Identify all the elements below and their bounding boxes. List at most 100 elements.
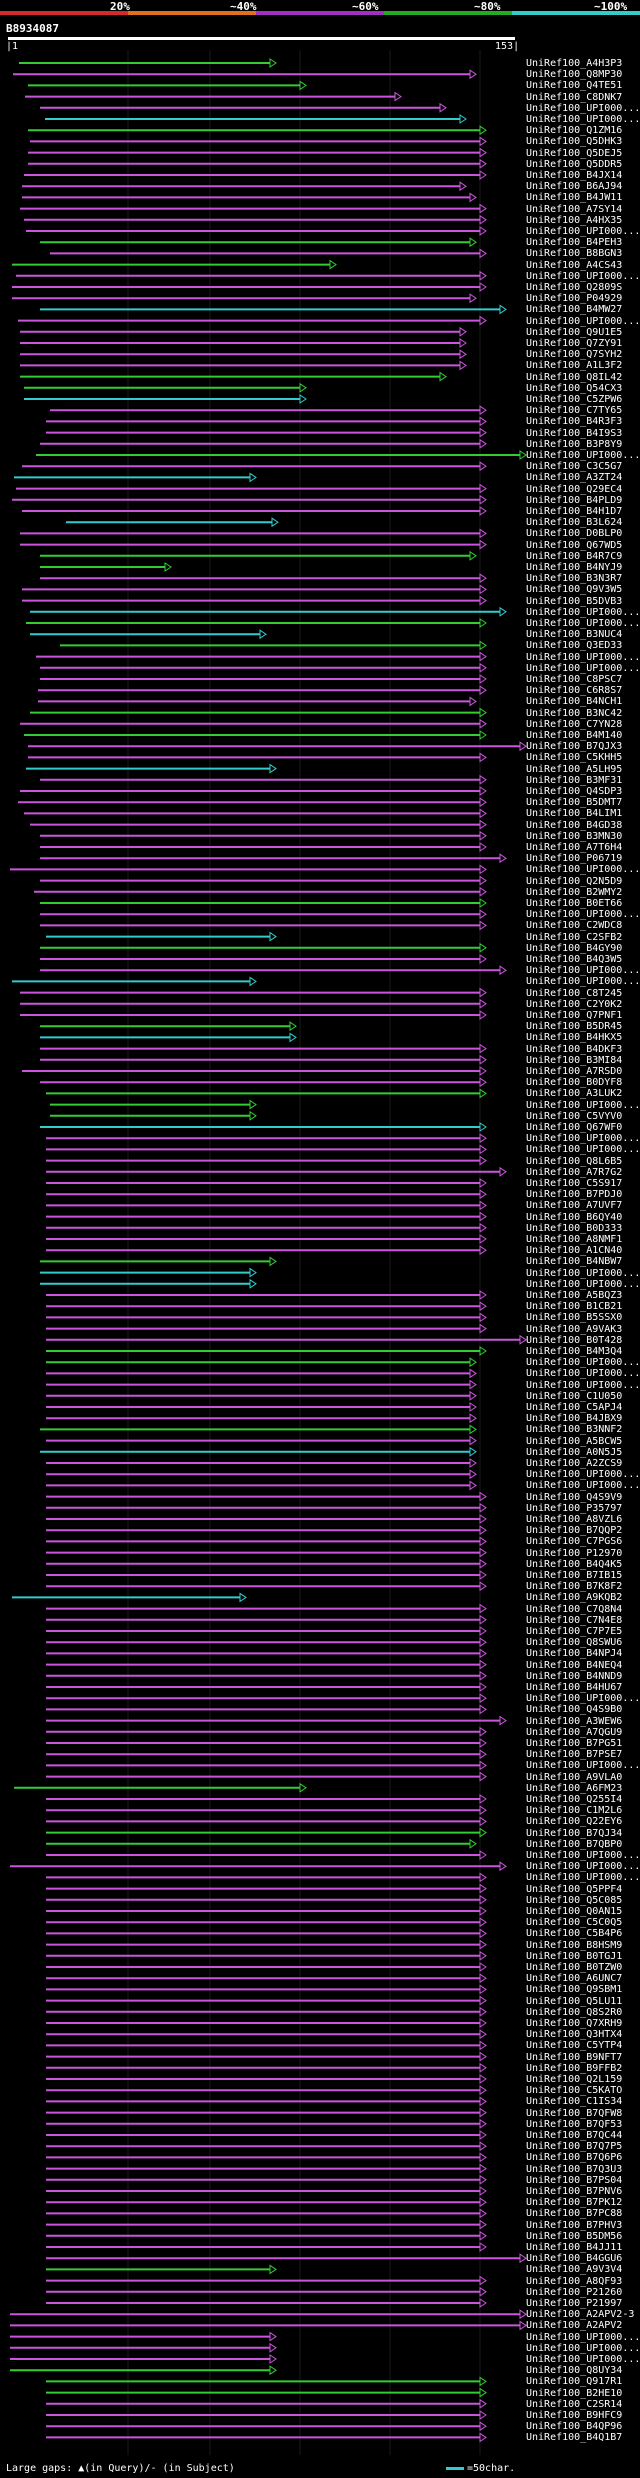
hit-label[interactable]: UniRef100_C2WDC8 (526, 920, 623, 932)
hit-label[interactable]: UniRef100_B4M3Q4 (526, 1346, 623, 1357)
hit-label[interactable]: UniRef100_UPI000... (526, 1861, 640, 1873)
hit-label[interactable]: UniRef100_B7PK12 (526, 2197, 623, 2209)
hit-label[interactable]: UniRef100_P21997 (526, 2298, 623, 2309)
hit-label[interactable]: UniRef100_A8QF93 (526, 2275, 623, 2287)
hit-label[interactable]: UniRef100_A9V3V4 (526, 2264, 623, 2276)
hit-label[interactable]: UniRef100_UPI000... (526, 2354, 640, 2365)
hit-label[interactable]: UniRef100_UPI000... (526, 1368, 640, 1380)
hit-label[interactable]: UniRef100_C8DNK7 (526, 91, 623, 103)
hit-label[interactable]: UniRef100_B3P8Y9 (526, 438, 623, 450)
hit-label[interactable]: UniRef100_Q3HTX4 (526, 2029, 623, 2041)
hit-label[interactable]: UniRef100_B4JW11 (526, 192, 623, 204)
hit-label[interactable]: UniRef100_B4MW27 (526, 304, 623, 316)
hit-label[interactable]: UniRef100_UPI000... (526, 1693, 640, 1705)
hit-label[interactable]: UniRef100_UPI000... (526, 1144, 640, 1156)
hit-label[interactable]: UniRef100_B7Q7P5 (526, 2141, 623, 2153)
hit-label[interactable]: UniRef100_B7PDJ0 (526, 1189, 623, 1201)
hit-label[interactable]: UniRef100_B0D333 (526, 1222, 623, 1234)
hit-label[interactable]: UniRef100_A3WEW6 (526, 1715, 623, 1727)
hit-label[interactable]: UniRef100_B4NYJ9 (526, 562, 623, 573)
hit-label[interactable]: UniRef100_B3MI84 (526, 1054, 623, 1066)
hit-label[interactable]: UniRef100_B7QFW8 (526, 2107, 623, 2119)
hit-label[interactable]: UniRef100_UPI000... (526, 1760, 640, 1772)
hit-label[interactable]: UniRef100_Q9U1E5 (526, 326, 623, 338)
hit-label[interactable]: UniRef100_B4NND9 (526, 1670, 623, 1682)
hit-label[interactable]: UniRef100_UPI000... (526, 315, 640, 327)
hit-label[interactable]: UniRef100_Q5DDR5 (526, 158, 623, 170)
hit-label[interactable]: UniRef100_A5BCW5 (526, 1435, 623, 1447)
hit-label[interactable]: UniRef100_C5C0Q5 (526, 1917, 623, 1929)
hit-label[interactable]: UniRef100_B7IB15 (526, 1570, 623, 1581)
hit-label[interactable]: UniRef100_B0TGJ1 (526, 1950, 623, 1962)
hit-label[interactable]: UniRef100_P04929 (526, 293, 623, 305)
hit-label[interactable]: UniRef100_UPI000... (526, 1099, 640, 1111)
hit-label[interactable]: UniRef100_P06719 (526, 853, 623, 865)
hit-label[interactable]: UniRef100_Q5PPF4 (526, 1883, 623, 1895)
hit-label[interactable]: UniRef100_Q7ZY91 (526, 338, 623, 349)
hit-label[interactable]: UniRef100_A1L3F2 (526, 360, 623, 372)
hit-label[interactable]: UniRef100_A7R7G2 (526, 1166, 623, 1178)
hit-label[interactable]: UniRef100_UPI000... (526, 2342, 640, 2354)
hit-label[interactable]: UniRef100_C7Q8N4 (526, 1603, 623, 1615)
hit-label[interactable]: UniRef100_B3MF31 (526, 774, 623, 786)
hit-label[interactable]: UniRef100_Q8UY34 (526, 2365, 623, 2377)
hit-label[interactable]: UniRef100_B4Q1B7 (526, 2432, 623, 2444)
hit-label[interactable]: UniRef100_C1M2L6 (526, 1805, 623, 1817)
hit-label[interactable]: UniRef100_UPI000... (526, 651, 640, 663)
hit-label[interactable]: UniRef100_UPI000... (526, 1872, 640, 1884)
hit-label[interactable]: UniRef100_Q917R1 (526, 2376, 623, 2388)
hit-label[interactable]: UniRef100_Q8S2R0 (526, 2006, 623, 2018)
hit-label[interactable]: UniRef100_B5DMT7 (526, 797, 623, 809)
hit-label[interactable]: UniRef100_B3N3R7 (526, 573, 623, 585)
hit-label[interactable]: UniRef100_B5DM56 (526, 2230, 623, 2242)
hit-label[interactable]: UniRef100_Q8SWU6 (526, 1637, 623, 1649)
hit-label[interactable]: UniRef100_B0ET66 (526, 898, 623, 909)
hit-label[interactable]: UniRef100_Q7SYH2 (526, 349, 623, 361)
hit-label[interactable]: UniRef100_B7QJ34 (526, 1827, 623, 1839)
hit-label[interactable]: UniRef100_A4HX35 (526, 214, 623, 226)
hit-label[interactable]: UniRef100_B6QY40 (526, 1211, 623, 1223)
hit-label[interactable]: UniRef100_A1CN40 (526, 1245, 623, 1257)
hit-label[interactable]: UniRef100_A8VZL6 (526, 1514, 623, 1525)
hit-label[interactable]: UniRef100_B7K8F2 (526, 1581, 623, 1593)
hit-label[interactable]: UniRef100_A9VAK3 (526, 1323, 623, 1335)
hit-label[interactable]: UniRef100_UPI000... (526, 606, 640, 618)
hit-label[interactable]: UniRef100_UPI000... (526, 976, 640, 988)
hit-label[interactable]: UniRef100_C1U050 (526, 1390, 623, 1402)
hit-label[interactable]: UniRef100_B4HKX5 (526, 1032, 623, 1044)
hit-label[interactable]: UniRef100_B7QC44 (526, 2130, 623, 2141)
hit-label[interactable]: UniRef100_C5S917 (526, 1178, 623, 1189)
hit-label[interactable]: UniRef100_B3NNF2 (526, 1424, 623, 1436)
hit-label[interactable]: UniRef100_Q9V3W5 (526, 584, 623, 596)
hit-label[interactable]: UniRef100_P35797 (526, 1502, 623, 1514)
hit-label[interactable]: UniRef100_C5YTP4 (526, 2040, 623, 2052)
hit-label[interactable]: UniRef100_B2HE10 (526, 2387, 623, 2399)
hit-label[interactable]: UniRef100_C7TY65 (526, 405, 623, 417)
hit-label[interactable]: UniRef100_Q4TE51 (526, 80, 623, 92)
hit-label[interactable]: UniRef100_UPI000... (526, 1480, 640, 1492)
hit-label[interactable]: UniRef100_B4M140 (526, 730, 623, 741)
hit-label[interactable]: UniRef100_Q22EY6 (526, 1816, 623, 1828)
hit-label[interactable]: UniRef100_D0BLP0 (526, 528, 623, 540)
hit-label[interactable]: UniRef100_Q29EC4 (526, 483, 623, 495)
hit-label[interactable]: UniRef100_B5SSX0 (526, 1312, 623, 1324)
hit-label[interactable]: UniRef100_B7PG51 (526, 1738, 623, 1749)
hit-label[interactable]: UniRef100_B4R3F3 (526, 416, 623, 428)
hit-label[interactable]: UniRef100_A7RSD0 (526, 1066, 623, 1077)
hit-label[interactable]: UniRef100_UPI000... (526, 1357, 640, 1369)
hit-label[interactable]: UniRef100_C5KATO (526, 2085, 623, 2097)
hit-label[interactable]: UniRef100_B4PLD9 (526, 494, 623, 506)
hit-label[interactable]: UniRef100_B7PSE7 (526, 1749, 623, 1761)
hit-label[interactable]: UniRef100_B1CB21 (526, 1301, 623, 1313)
hit-label[interactable]: UniRef100_Q5LU11 (526, 1995, 623, 2007)
hit-label[interactable]: UniRef100_B9NFT7 (526, 2051, 623, 2063)
hit-label[interactable]: UniRef100_Q3ED33 (526, 640, 623, 652)
hit-label[interactable]: UniRef100_C3C5G7 (526, 461, 623, 473)
hit-label[interactable]: UniRef100_Q8IL42 (526, 371, 623, 383)
hit-label[interactable]: UniRef100_B4GGU6 (526, 2253, 623, 2265)
hit-label[interactable]: UniRef100_B4LIM1 (526, 808, 623, 820)
hit-label[interactable]: UniRef100_C5ZPW6 (526, 394, 623, 405)
hit-label[interactable]: UniRef100_C2SR14 (526, 2398, 623, 2410)
hit-label[interactable]: UniRef100_UPI000... (526, 114, 640, 125)
hit-label[interactable]: UniRef100_B9HFC9 (526, 2410, 623, 2421)
